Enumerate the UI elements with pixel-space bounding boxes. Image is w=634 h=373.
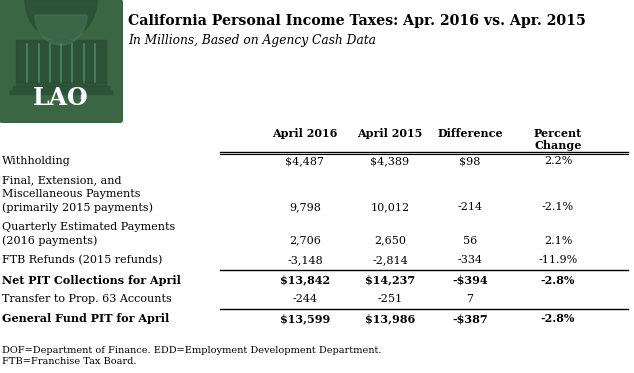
Text: Difference: Difference: [437, 128, 503, 139]
Polygon shape: [16, 82, 106, 86]
Text: ⌂: ⌂: [79, 91, 87, 101]
Text: -$387: -$387: [452, 313, 488, 325]
Text: FTB Refunds (2015 refunds): FTB Refunds (2015 refunds): [2, 255, 162, 265]
Text: April 2015: April 2015: [358, 128, 423, 139]
Polygon shape: [10, 90, 112, 94]
Polygon shape: [16, 40, 106, 82]
Text: LAO: LAO: [33, 86, 89, 110]
Text: 2.1%: 2.1%: [544, 235, 573, 245]
Text: -251: -251: [377, 294, 403, 304]
Text: Withholding: Withholding: [2, 156, 71, 166]
Text: -3,148: -3,148: [287, 255, 323, 265]
Text: 56: 56: [463, 235, 477, 245]
Text: 9,798: 9,798: [289, 203, 321, 213]
Text: Percent: Percent: [534, 128, 582, 139]
Text: (primarily 2015 payments): (primarily 2015 payments): [2, 203, 153, 213]
Text: $4,389: $4,389: [370, 156, 410, 166]
Text: 2,706: 2,706: [289, 235, 321, 245]
Text: -11.9%: -11.9%: [538, 255, 578, 265]
Text: Transfer to Prop. 63 Accounts: Transfer to Prop. 63 Accounts: [2, 294, 172, 304]
Text: DOF=Department of Finance. EDD=Employment Development Department.: DOF=Department of Finance. EDD=Employmen…: [2, 346, 382, 355]
Text: Miscellaneous Payments: Miscellaneous Payments: [2, 189, 141, 199]
Text: General Fund PIT for April: General Fund PIT for April: [2, 313, 169, 325]
Text: 2.2%: 2.2%: [544, 156, 573, 166]
Text: -2.8%: -2.8%: [541, 313, 575, 325]
Text: -244: -244: [292, 294, 318, 304]
Text: $13,986: $13,986: [365, 313, 415, 325]
Text: -334: -334: [458, 255, 482, 265]
Text: Final, Extension, and: Final, Extension, and: [2, 176, 122, 185]
Text: 10,012: 10,012: [370, 203, 410, 213]
FancyBboxPatch shape: [0, 0, 123, 123]
Text: $13,842: $13,842: [280, 275, 330, 285]
Text: In Millions, Based on Agency Cash Data: In Millions, Based on Agency Cash Data: [128, 34, 376, 47]
Polygon shape: [35, 15, 87, 45]
Text: -2.8%: -2.8%: [541, 275, 575, 285]
Text: 7: 7: [467, 294, 474, 304]
Text: $14,237: $14,237: [365, 275, 415, 285]
Text: FTB=Franchise Tax Board.: FTB=Franchise Tax Board.: [2, 357, 136, 366]
Text: Quarterly Estimated Payments: Quarterly Estimated Payments: [2, 222, 175, 232]
Text: (2016 payments): (2016 payments): [2, 235, 98, 246]
Text: -$394: -$394: [452, 275, 488, 285]
Polygon shape: [25, 0, 97, 40]
Text: $98: $98: [459, 156, 481, 166]
Text: -214: -214: [458, 203, 482, 213]
Text: -2,814: -2,814: [372, 255, 408, 265]
Text: -2.1%: -2.1%: [542, 203, 574, 213]
Text: 2,650: 2,650: [374, 235, 406, 245]
Text: Change: Change: [534, 140, 581, 151]
Polygon shape: [13, 86, 109, 90]
Text: California Personal Income Taxes: Apr. 2016 vs. Apr. 2015: California Personal Income Taxes: Apr. 2…: [128, 14, 586, 28]
Text: $4,487: $4,487: [285, 156, 325, 166]
Text: $13,599: $13,599: [280, 313, 330, 325]
Text: April 2016: April 2016: [273, 128, 338, 139]
Text: Net PIT Collections for April: Net PIT Collections for April: [2, 275, 181, 285]
